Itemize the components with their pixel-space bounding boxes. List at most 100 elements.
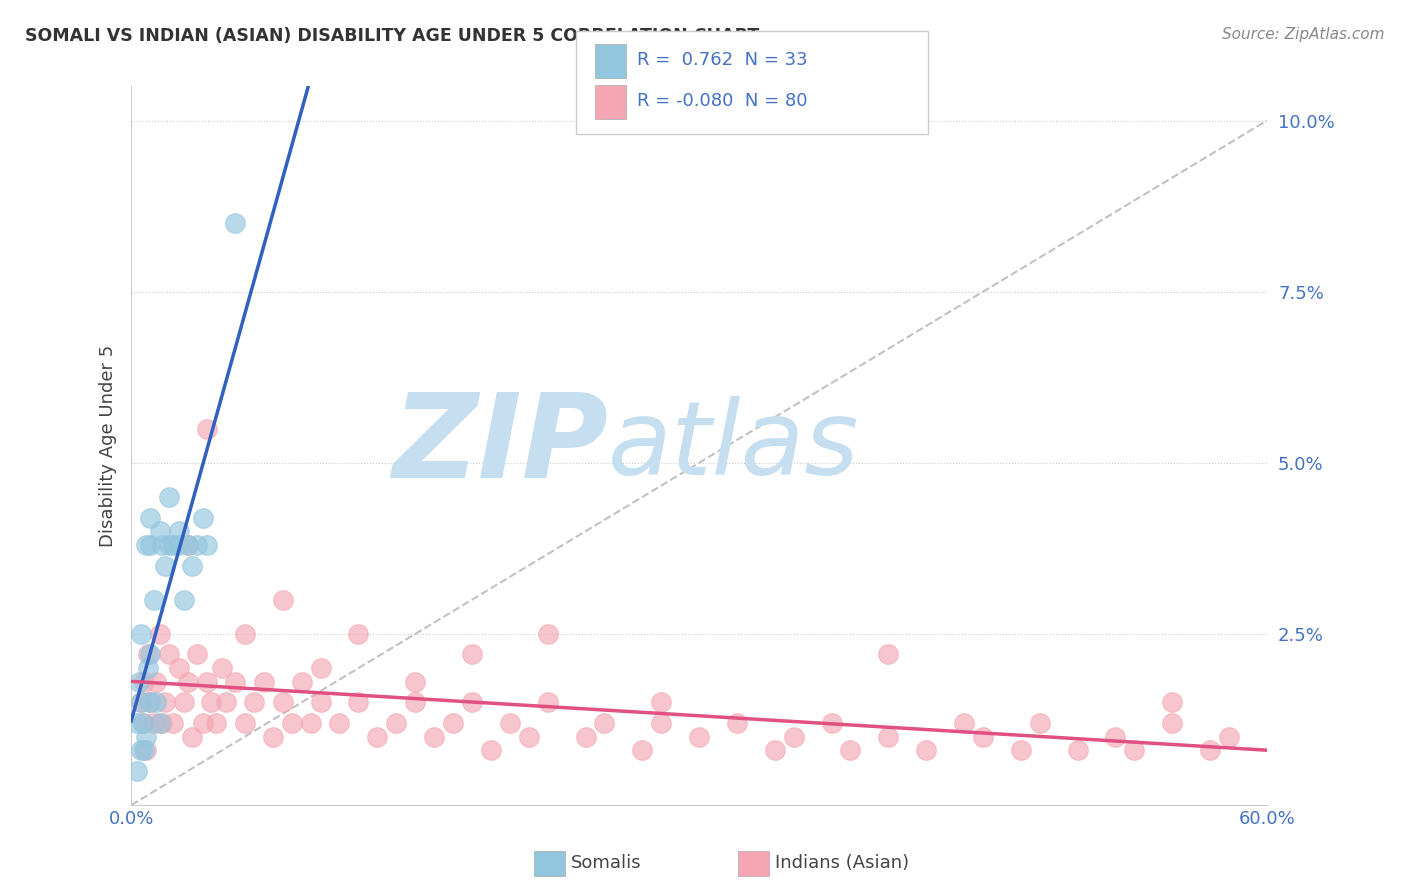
- Point: [177, 538, 200, 552]
- Point: [688, 730, 710, 744]
- Point: [915, 743, 938, 757]
- Point: [271, 695, 294, 709]
- Point: [139, 510, 162, 524]
- Point: [281, 715, 304, 730]
- Point: [1161, 695, 1184, 709]
- Point: [134, 743, 156, 757]
- Point: [537, 627, 560, 641]
- Point: [143, 715, 166, 730]
- Point: [145, 695, 167, 709]
- Point: [423, 730, 446, 744]
- Point: [299, 715, 322, 730]
- Point: [157, 490, 180, 504]
- Point: [404, 674, 426, 689]
- Point: [205, 715, 228, 730]
- Point: [128, 674, 150, 689]
- Point: [136, 661, 159, 675]
- Point: [129, 627, 152, 641]
- Point: [291, 674, 314, 689]
- Point: [135, 743, 157, 757]
- Point: [233, 715, 256, 730]
- Point: [150, 715, 173, 730]
- Point: [167, 538, 190, 552]
- Point: [167, 661, 190, 675]
- Point: [162, 538, 184, 552]
- Point: [574, 730, 596, 744]
- Point: [200, 695, 222, 709]
- Point: [186, 648, 208, 662]
- Point: [499, 715, 522, 730]
- Point: [143, 592, 166, 607]
- Text: Source: ZipAtlas.com: Source: ZipAtlas.com: [1222, 27, 1385, 42]
- Point: [135, 538, 157, 552]
- Point: [1104, 730, 1126, 744]
- Point: [953, 715, 976, 730]
- Point: [129, 695, 152, 709]
- Point: [177, 538, 200, 552]
- Point: [157, 538, 180, 552]
- Point: [180, 730, 202, 744]
- Point: [366, 730, 388, 744]
- Point: [243, 695, 266, 709]
- Point: [650, 715, 672, 730]
- Point: [195, 422, 218, 436]
- Point: [404, 695, 426, 709]
- Point: [1218, 730, 1240, 744]
- Point: [839, 743, 862, 757]
- Point: [517, 730, 540, 744]
- Point: [135, 730, 157, 744]
- Text: R = -0.080  N = 80: R = -0.080 N = 80: [637, 92, 807, 110]
- Point: [224, 216, 246, 230]
- Point: [173, 592, 195, 607]
- Point: [783, 730, 806, 744]
- Point: [347, 627, 370, 641]
- Text: atlas: atlas: [609, 396, 859, 496]
- Point: [1010, 743, 1032, 757]
- Point: [725, 715, 748, 730]
- Point: [149, 627, 172, 641]
- Point: [763, 743, 786, 757]
- Point: [155, 558, 177, 573]
- Point: [195, 674, 218, 689]
- Point: [537, 695, 560, 709]
- Point: [193, 715, 215, 730]
- Point: [149, 715, 172, 730]
- Point: [167, 524, 190, 539]
- Point: [877, 648, 900, 662]
- Point: [155, 695, 177, 709]
- Point: [479, 743, 502, 757]
- Y-axis label: Disability Age Under 5: Disability Age Under 5: [100, 344, 117, 547]
- Point: [131, 715, 153, 730]
- Point: [224, 674, 246, 689]
- Point: [145, 674, 167, 689]
- Point: [631, 743, 654, 757]
- Point: [309, 661, 332, 675]
- Point: [972, 730, 994, 744]
- Point: [136, 648, 159, 662]
- Point: [129, 743, 152, 757]
- Point: [150, 538, 173, 552]
- Point: [131, 715, 153, 730]
- Point: [162, 715, 184, 730]
- Point: [149, 524, 172, 539]
- Point: [1199, 743, 1222, 757]
- Point: [1066, 743, 1088, 757]
- Point: [139, 648, 162, 662]
- Point: [186, 538, 208, 552]
- Point: [820, 715, 842, 730]
- Point: [253, 674, 276, 689]
- Point: [1123, 743, 1146, 757]
- Text: Somalis: Somalis: [571, 854, 641, 871]
- Point: [650, 695, 672, 709]
- Point: [328, 715, 350, 730]
- Point: [139, 695, 162, 709]
- Point: [134, 674, 156, 689]
- Point: [129, 695, 152, 709]
- Point: [593, 715, 616, 730]
- Point: [262, 730, 284, 744]
- Point: [193, 510, 215, 524]
- Text: SOMALI VS INDIAN (ASIAN) DISABILITY AGE UNDER 5 CORRELATION CHART: SOMALI VS INDIAN (ASIAN) DISABILITY AGE …: [25, 27, 759, 45]
- Point: [877, 730, 900, 744]
- Point: [139, 538, 162, 552]
- Point: [125, 764, 148, 778]
